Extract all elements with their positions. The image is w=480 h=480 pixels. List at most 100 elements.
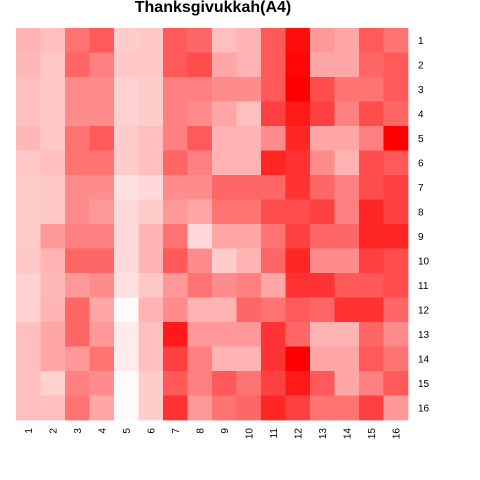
heatmap-cell-r2-c16: [383, 52, 409, 78]
heatmap-cell-r4-c1: [16, 101, 41, 127]
heatmap-cell-r4-c8: [187, 101, 213, 127]
heatmap-cell-r3-c10: [236, 77, 262, 102]
heatmap-cell-r7-c9: [212, 175, 237, 200]
heatmap-cell-r11-c3: [65, 273, 90, 298]
heatmap-cell-r11-c1: [16, 273, 41, 298]
col-labels: 1 2 3 4 5 6 7 8 9 10 11 12 13 14 15 16: [24, 428, 403, 440]
heatmap-cell-r6-c11: [261, 150, 286, 176]
heatmap-cell-r5-c6: [138, 126, 164, 151]
heatmap-cell-r13-c15: [359, 322, 384, 347]
heatmap-cell-r6-c5: [114, 150, 139, 176]
heatmap-cell-r8-c15: [359, 199, 384, 225]
heatmap-cell-r10-c8: [187, 248, 213, 274]
col-label-15: 15: [367, 428, 378, 440]
heatmap-cell-r11-c9: [212, 273, 237, 298]
heatmap-cell-r10-c5: [114, 248, 139, 274]
heatmap-cell-r6-c4: [89, 150, 115, 176]
heatmap-cell-r7-c7: [163, 175, 188, 200]
heatmap-cell-r10-c6: [138, 248, 164, 274]
col-label-16: 16: [391, 428, 402, 440]
heatmap-cell-r6-c1: [16, 150, 41, 176]
heatmap-cell-r16-c2: [40, 395, 66, 421]
heatmap-cell-r2-c14: [334, 52, 360, 78]
heatmap-cell-r15-c9: [212, 371, 237, 396]
heatmap-cell-r3-c12: [285, 77, 311, 102]
heatmap-cell-r5-c7: [163, 126, 188, 151]
heatmap-cell-r11-c8: [187, 273, 213, 298]
heatmap-cell-r8-c10: [236, 199, 262, 225]
heatmap-cell-r1-c2: [40, 28, 66, 53]
heatmap-cell-r11-c12: [285, 273, 311, 298]
heatmap-cell-r1-c4: [89, 28, 115, 53]
heatmap-cell-r12-c1: [16, 297, 41, 323]
heatmap-cell-r9-c14: [334, 224, 360, 249]
heatmap-cell-r2-c4: [89, 52, 115, 78]
heatmap-cell-r4-c6: [138, 101, 164, 127]
heatmap-cell-r14-c4: [89, 346, 115, 372]
heatmap-cell-r14-c14: [334, 346, 360, 372]
col-label-11: 11: [269, 428, 280, 439]
heatmap-cell-r7-c11: [261, 175, 286, 200]
row-label-3: 3: [418, 85, 424, 96]
heatmap-cell-r4-c2: [40, 101, 66, 127]
heatmap-cell-r9-c6: [138, 224, 164, 249]
heatmap-cell-r1-c16: [383, 28, 409, 53]
heatmap-cell-r4-c10: [236, 101, 262, 127]
heatmap-cell-r7-c4: [89, 175, 115, 200]
col-label-9: 9: [220, 428, 231, 434]
heatmap-cell-r10-c14: [334, 248, 360, 274]
row-label-2: 2: [418, 60, 424, 71]
heatmap-cell-r3-c7: [163, 77, 188, 102]
heatmap-cell-r8-c6: [138, 199, 164, 225]
heatmap-cell-r13-c9: [212, 322, 237, 347]
heatmap-cell-r6-c15: [359, 150, 384, 176]
heatmap-cell-r15-c12: [285, 371, 311, 396]
heatmap-cell-r12-c13: [310, 297, 335, 323]
heatmap-cell-r3-c6: [138, 77, 164, 102]
heatmap-cell-r15-c3: [65, 371, 90, 396]
col-label-3: 3: [73, 428, 84, 434]
heatmap-cell-r4-c14: [334, 101, 360, 127]
heatmap-cell-r16-c3: [65, 395, 90, 421]
heatmap-cell-r7-c13: [310, 175, 335, 200]
heatmap-cell-r11-c2: [40, 273, 66, 298]
heatmap-cell-r13-c10: [236, 322, 262, 347]
heatmap-cell-r1-c7: [163, 28, 188, 53]
heatmap-cell-r5-c4: [89, 126, 115, 151]
heatmap-cell-r16-c15: [359, 395, 384, 421]
heatmap-cell-r1-c12: [285, 28, 311, 53]
heatmap-cell-r3-c13: [310, 77, 335, 102]
heatmap-cell-r14-c13: [310, 346, 335, 372]
heatmap-cell-r2-c15: [359, 52, 384, 78]
heatmap-cell-r4-c3: [65, 101, 90, 127]
heatmap-cell-r16-c10: [236, 395, 262, 421]
heatmap-cell-r4-c12: [285, 101, 311, 127]
heatmap-cell-r13-c4: [89, 322, 115, 347]
heatmap-cell-r1-c9: [212, 28, 237, 53]
heatmap-cell-r2-c7: [163, 52, 188, 78]
heatmap-cell-r14-c8: [187, 346, 213, 372]
heatmap-cell-r1-c6: [138, 28, 164, 53]
heatmap-cell-r13-c14: [334, 322, 360, 347]
heatmap-cell-r10-c3: [65, 248, 90, 274]
heatmap-cell-r3-c14: [334, 77, 360, 102]
heatmap-cell-r1-c11: [261, 28, 286, 53]
heatmap-cell-r2-c5: [114, 52, 139, 78]
heatmap-cell-r14-c6: [138, 346, 164, 372]
col-label-1: 1: [24, 428, 35, 434]
col-label-8: 8: [195, 428, 206, 434]
heatmap-cell-r8-c8: [187, 199, 213, 225]
heatmap-cell-r7-c14: [334, 175, 360, 200]
heatmap-cell-r6-c6: [138, 150, 164, 176]
heatmap-cell-r7-c3: [65, 175, 90, 200]
heatmap-cell-r9-c13: [310, 224, 335, 249]
heatmap-cell-r15-c16: [383, 371, 409, 396]
heatmap-cell-r9-c15: [359, 224, 384, 249]
heatmap-cell-r8-c12: [285, 199, 311, 225]
heatmap-cell-r4-c16: [383, 101, 409, 127]
heatmap-cell-r6-c16: [383, 150, 409, 176]
heatmap-cell-r8-c4: [89, 199, 115, 225]
heatmap-cell-r15-c11: [261, 371, 286, 396]
heatmap-cell-r11-c10: [236, 273, 262, 298]
heatmap-cell-r14-c15: [359, 346, 384, 372]
